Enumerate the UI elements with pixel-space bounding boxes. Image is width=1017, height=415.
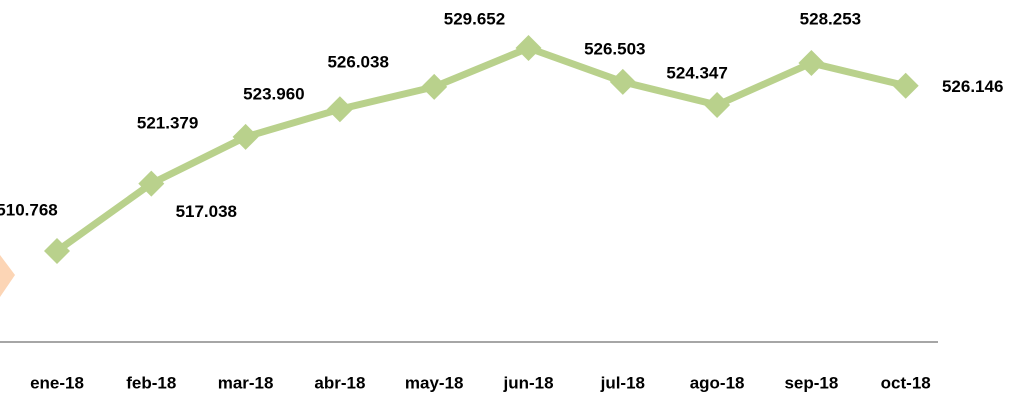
marker (44, 238, 70, 264)
marker (515, 35, 542, 61)
marker (892, 72, 919, 99)
data-label: 521.379 (137, 113, 198, 132)
marker (704, 92, 731, 119)
marker (232, 123, 259, 150)
data-label: 529.652 (444, 9, 505, 28)
x-tick-label: jul-18 (600, 373, 645, 392)
data-label: 526.146 (942, 77, 1003, 96)
marker (326, 96, 353, 123)
x-tick-label: sep-18 (784, 373, 838, 392)
data-label: 528.253 (800, 10, 861, 29)
data-label: 523.960 (243, 85, 304, 104)
marker (421, 73, 448, 100)
marker (609, 68, 636, 95)
data-label: 510.768 (0, 200, 58, 219)
data-label: 524.347 (666, 64, 727, 83)
data-label: 517.038 (176, 202, 237, 221)
x-tick-label: ago-18 (690, 373, 745, 392)
series-line (54, 44, 907, 254)
x-tick-label: mar-18 (218, 373, 274, 392)
marker (798, 50, 825, 77)
data-label: 526.038 (327, 52, 388, 71)
data-label: 526.503 (584, 39, 645, 58)
x-tick-label: jun-18 (502, 373, 553, 392)
x-tick-label: oct-18 (881, 373, 931, 392)
x-tick-label: may-18 (405, 373, 464, 392)
x-tick-label: ene-18 (30, 373, 84, 392)
marker (138, 170, 165, 197)
decoration (0, 255, 15, 297)
x-tick-label: feb-18 (126, 373, 176, 392)
x-tick-label: abr-18 (314, 373, 365, 392)
